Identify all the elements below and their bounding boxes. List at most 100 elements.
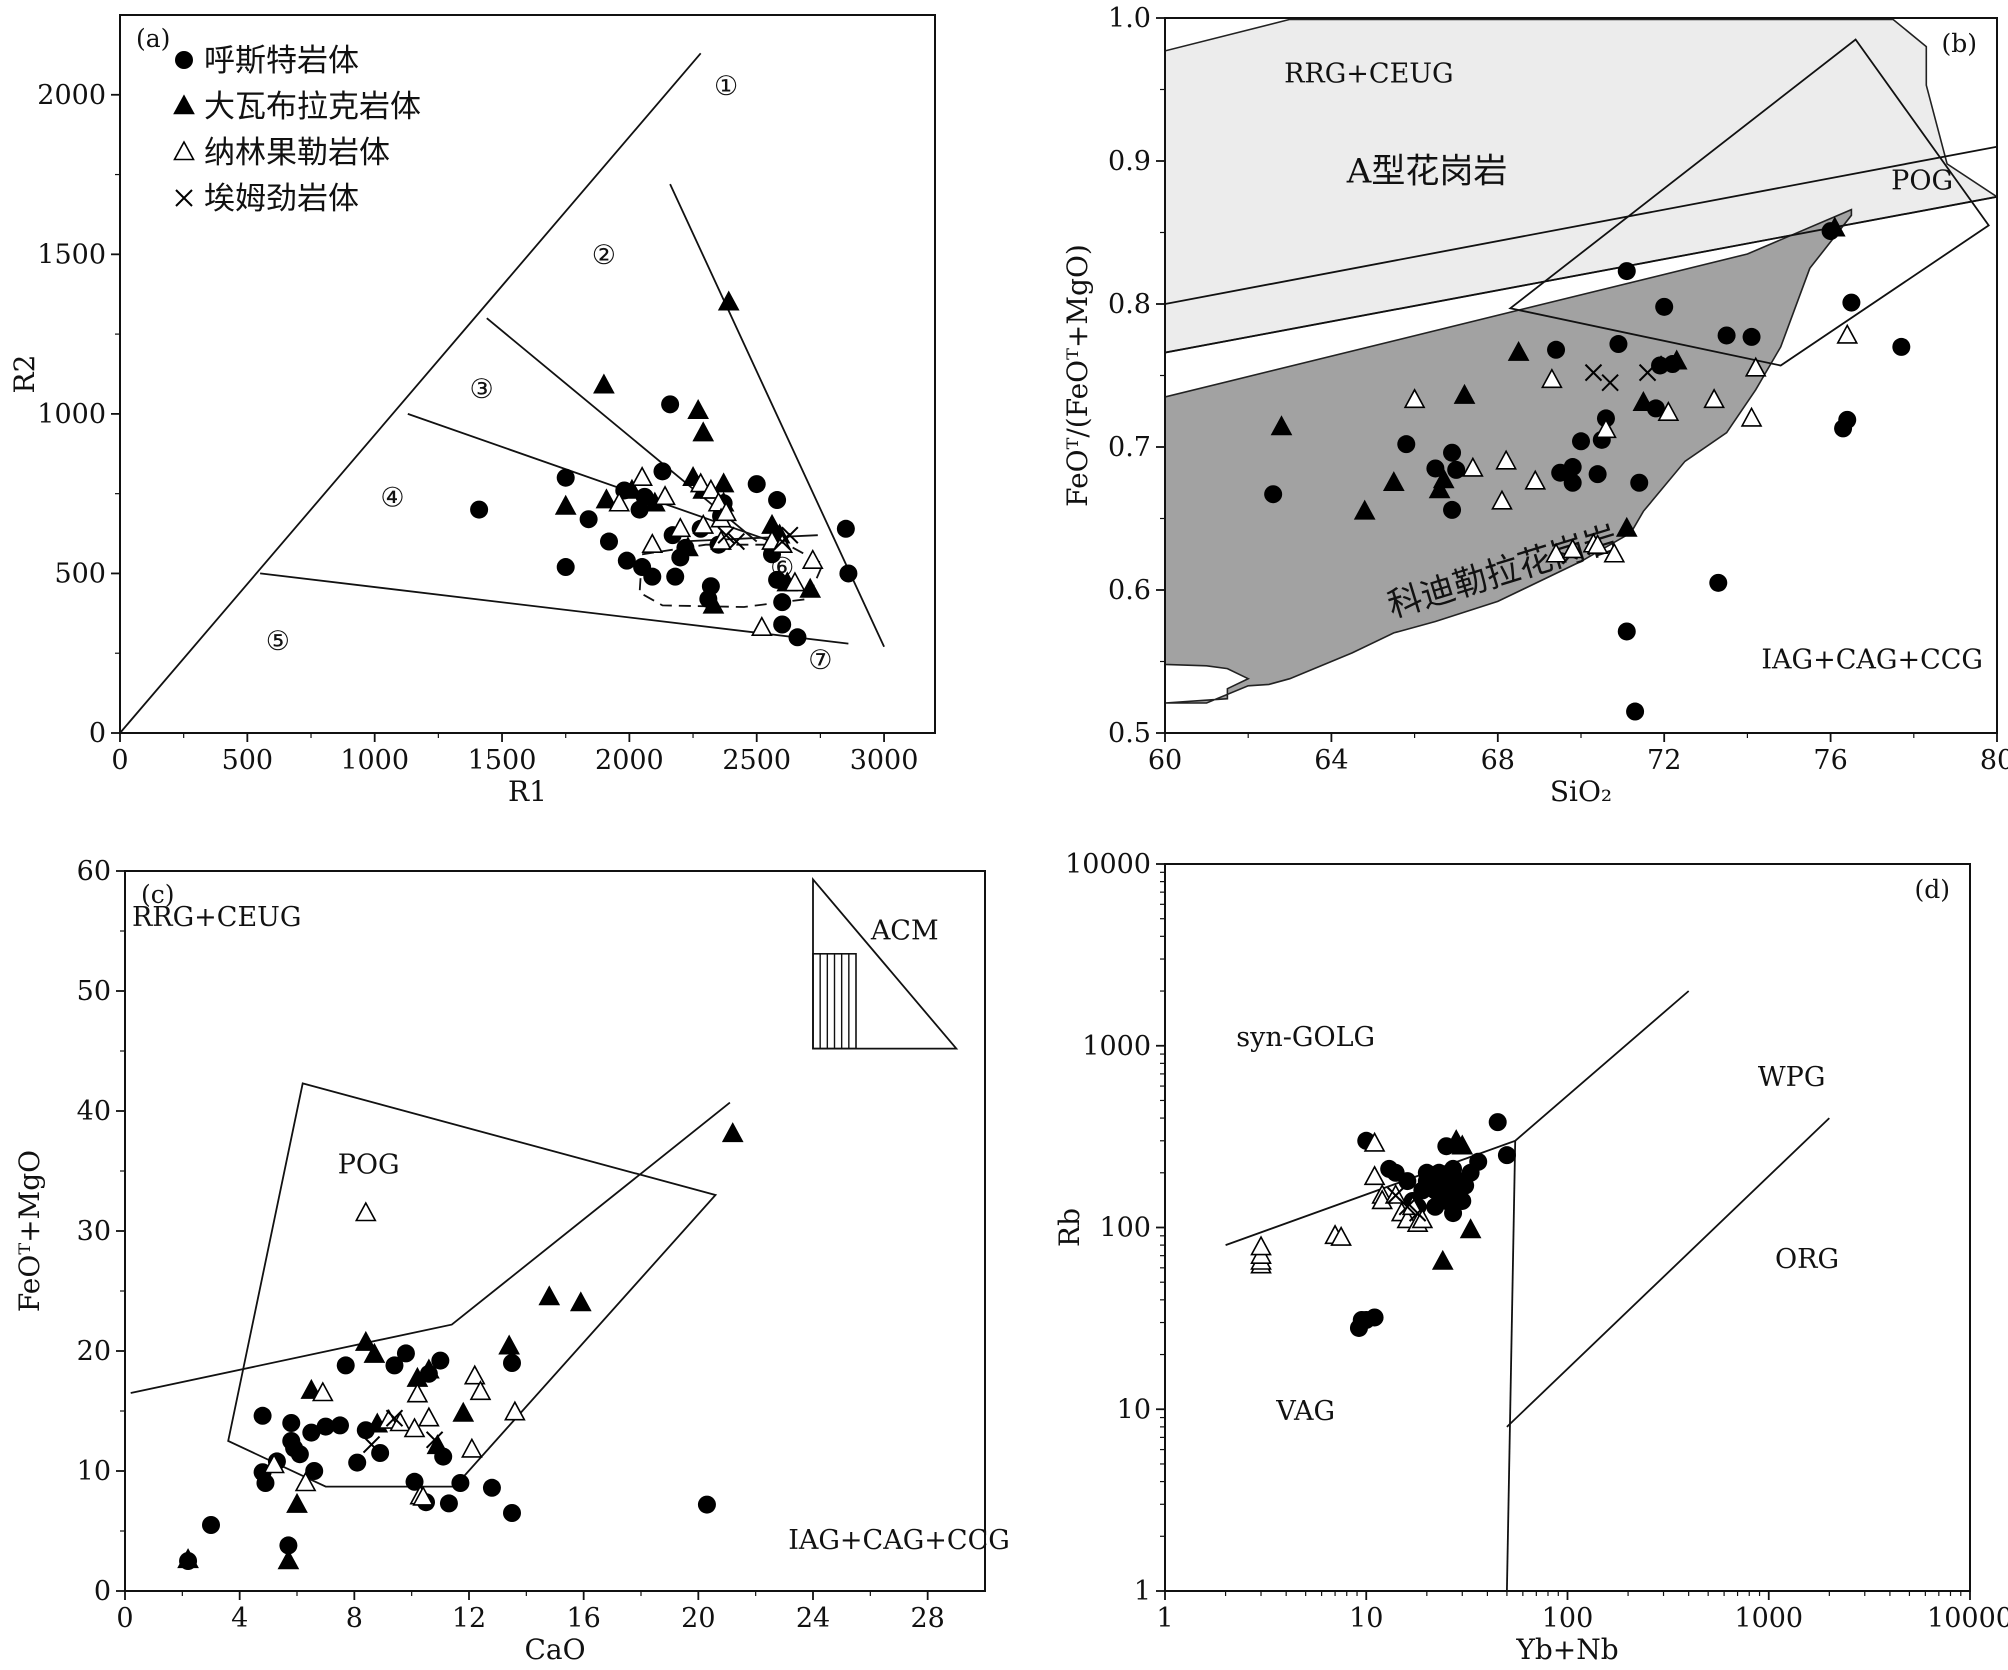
data-point [354, 1330, 377, 1351]
data-point [1447, 460, 1466, 479]
y-tick-label: 1.0 [1108, 3, 1151, 34]
data-point [1507, 340, 1530, 361]
data-point [1398, 1198, 1417, 1216]
data-point [1545, 542, 1567, 563]
x-tick-label: 0 [116, 1603, 133, 1634]
data-point [689, 472, 712, 493]
data-point [1250, 1235, 1272, 1256]
data-point [1703, 388, 1725, 409]
data-point [1453, 383, 1476, 404]
boundary-line [130, 1101, 731, 1394]
panel-label: (d) [1914, 875, 1950, 904]
data-point [1595, 418, 1617, 439]
data-point [1609, 335, 1628, 354]
data-point [593, 373, 615, 394]
data-point [1443, 443, 1462, 462]
boundary-line [119, 52, 702, 734]
x-tick-label: 8 [346, 1603, 363, 1634]
data-point [1270, 415, 1293, 436]
data-point [263, 1453, 285, 1474]
data-point [396, 1344, 415, 1363]
y-tick-label: 0.5 [1108, 718, 1151, 749]
field-label: ⑦ [808, 645, 832, 676]
y-tick-label: 2000 [37, 80, 106, 111]
x-tick-label: 12 [452, 1603, 486, 1634]
boundary-line [1506, 1117, 1830, 1428]
data-point [1617, 622, 1636, 641]
x-tick-label: 1 [1156, 1603, 1173, 1634]
data-point [1744, 356, 1767, 377]
x-tick-label: 1000 [340, 745, 409, 776]
data-point [1638, 363, 1657, 382]
data-point [277, 1549, 300, 1570]
data-point [286, 1492, 308, 1513]
data-point [661, 395, 680, 414]
data-point [836, 519, 855, 538]
data-point [1572, 432, 1590, 451]
field-label: VAG [1275, 1396, 1335, 1427]
data-point [621, 478, 643, 499]
series-1 [554, 290, 822, 614]
y-tick-label: 0.9 [1108, 146, 1151, 177]
data-point [1740, 406, 1763, 427]
data-point [1371, 1189, 1394, 1210]
x-tick-label: 3000 [850, 745, 919, 776]
legend-label: 埃姆劲岩体 [204, 181, 359, 217]
data-point [1659, 355, 1678, 373]
field-label: POG [338, 1149, 400, 1180]
data-point [1630, 473, 1649, 492]
data-point [336, 1356, 355, 1375]
data-point [1823, 216, 1846, 237]
field-label: POG [1891, 166, 1953, 197]
legend-marker-triangle [173, 94, 195, 115]
data-point [1469, 1152, 1488, 1171]
y-tick-label: 30 [77, 1216, 111, 1247]
y-tick-label: 10 [1117, 1394, 1151, 1425]
data-point [669, 517, 692, 538]
data-point [750, 616, 773, 636]
data-point [1892, 337, 1911, 356]
series-1 [1270, 216, 1846, 537]
data-point [425, 1431, 444, 1449]
data-point [1459, 1218, 1482, 1239]
data-point [1709, 573, 1728, 592]
data-point [700, 478, 722, 499]
x-tick-label: 2000 [595, 745, 664, 776]
dashed-region [638, 543, 825, 608]
y-tick-label: 10 [77, 1456, 111, 1487]
data-point [463, 1364, 486, 1385]
data-point [617, 551, 636, 570]
x-tick-label: 500 [222, 745, 274, 776]
field-label: ORG [1775, 1244, 1839, 1275]
data-point [290, 1445, 309, 1464]
legend-label: 纳林果勒岩体 [204, 135, 390, 171]
boundary-line [680, 534, 818, 543]
data-point [469, 1380, 492, 1401]
data-point [608, 491, 631, 512]
data-point [773, 615, 792, 634]
data-point [177, 1548, 199, 1569]
y-tick-label: 40 [77, 1096, 111, 1127]
data-point [653, 462, 672, 481]
data-point [431, 1351, 450, 1370]
data-point [801, 549, 824, 569]
data-point [1646, 399, 1665, 418]
data-point [305, 1462, 324, 1480]
boundary-line [259, 572, 849, 645]
field-label: ③ [470, 374, 494, 405]
data-point [282, 1414, 301, 1432]
field-label: IAG+CAG+CCG [1761, 645, 1983, 676]
data-point [1424, 1165, 1447, 1186]
x-axis-title: R1 [508, 775, 547, 808]
field-label: ⑤ [266, 626, 290, 657]
plot-frame [119, 14, 936, 734]
data-point [1428, 478, 1451, 499]
x-tick-label: 76 [1813, 745, 1847, 776]
y-tick-label: 0.8 [1108, 289, 1151, 320]
data-point [1617, 262, 1636, 281]
data-point [697, 1495, 716, 1514]
series-0 [179, 1344, 716, 1570]
data-point [687, 399, 709, 419]
data-point [1432, 468, 1455, 489]
